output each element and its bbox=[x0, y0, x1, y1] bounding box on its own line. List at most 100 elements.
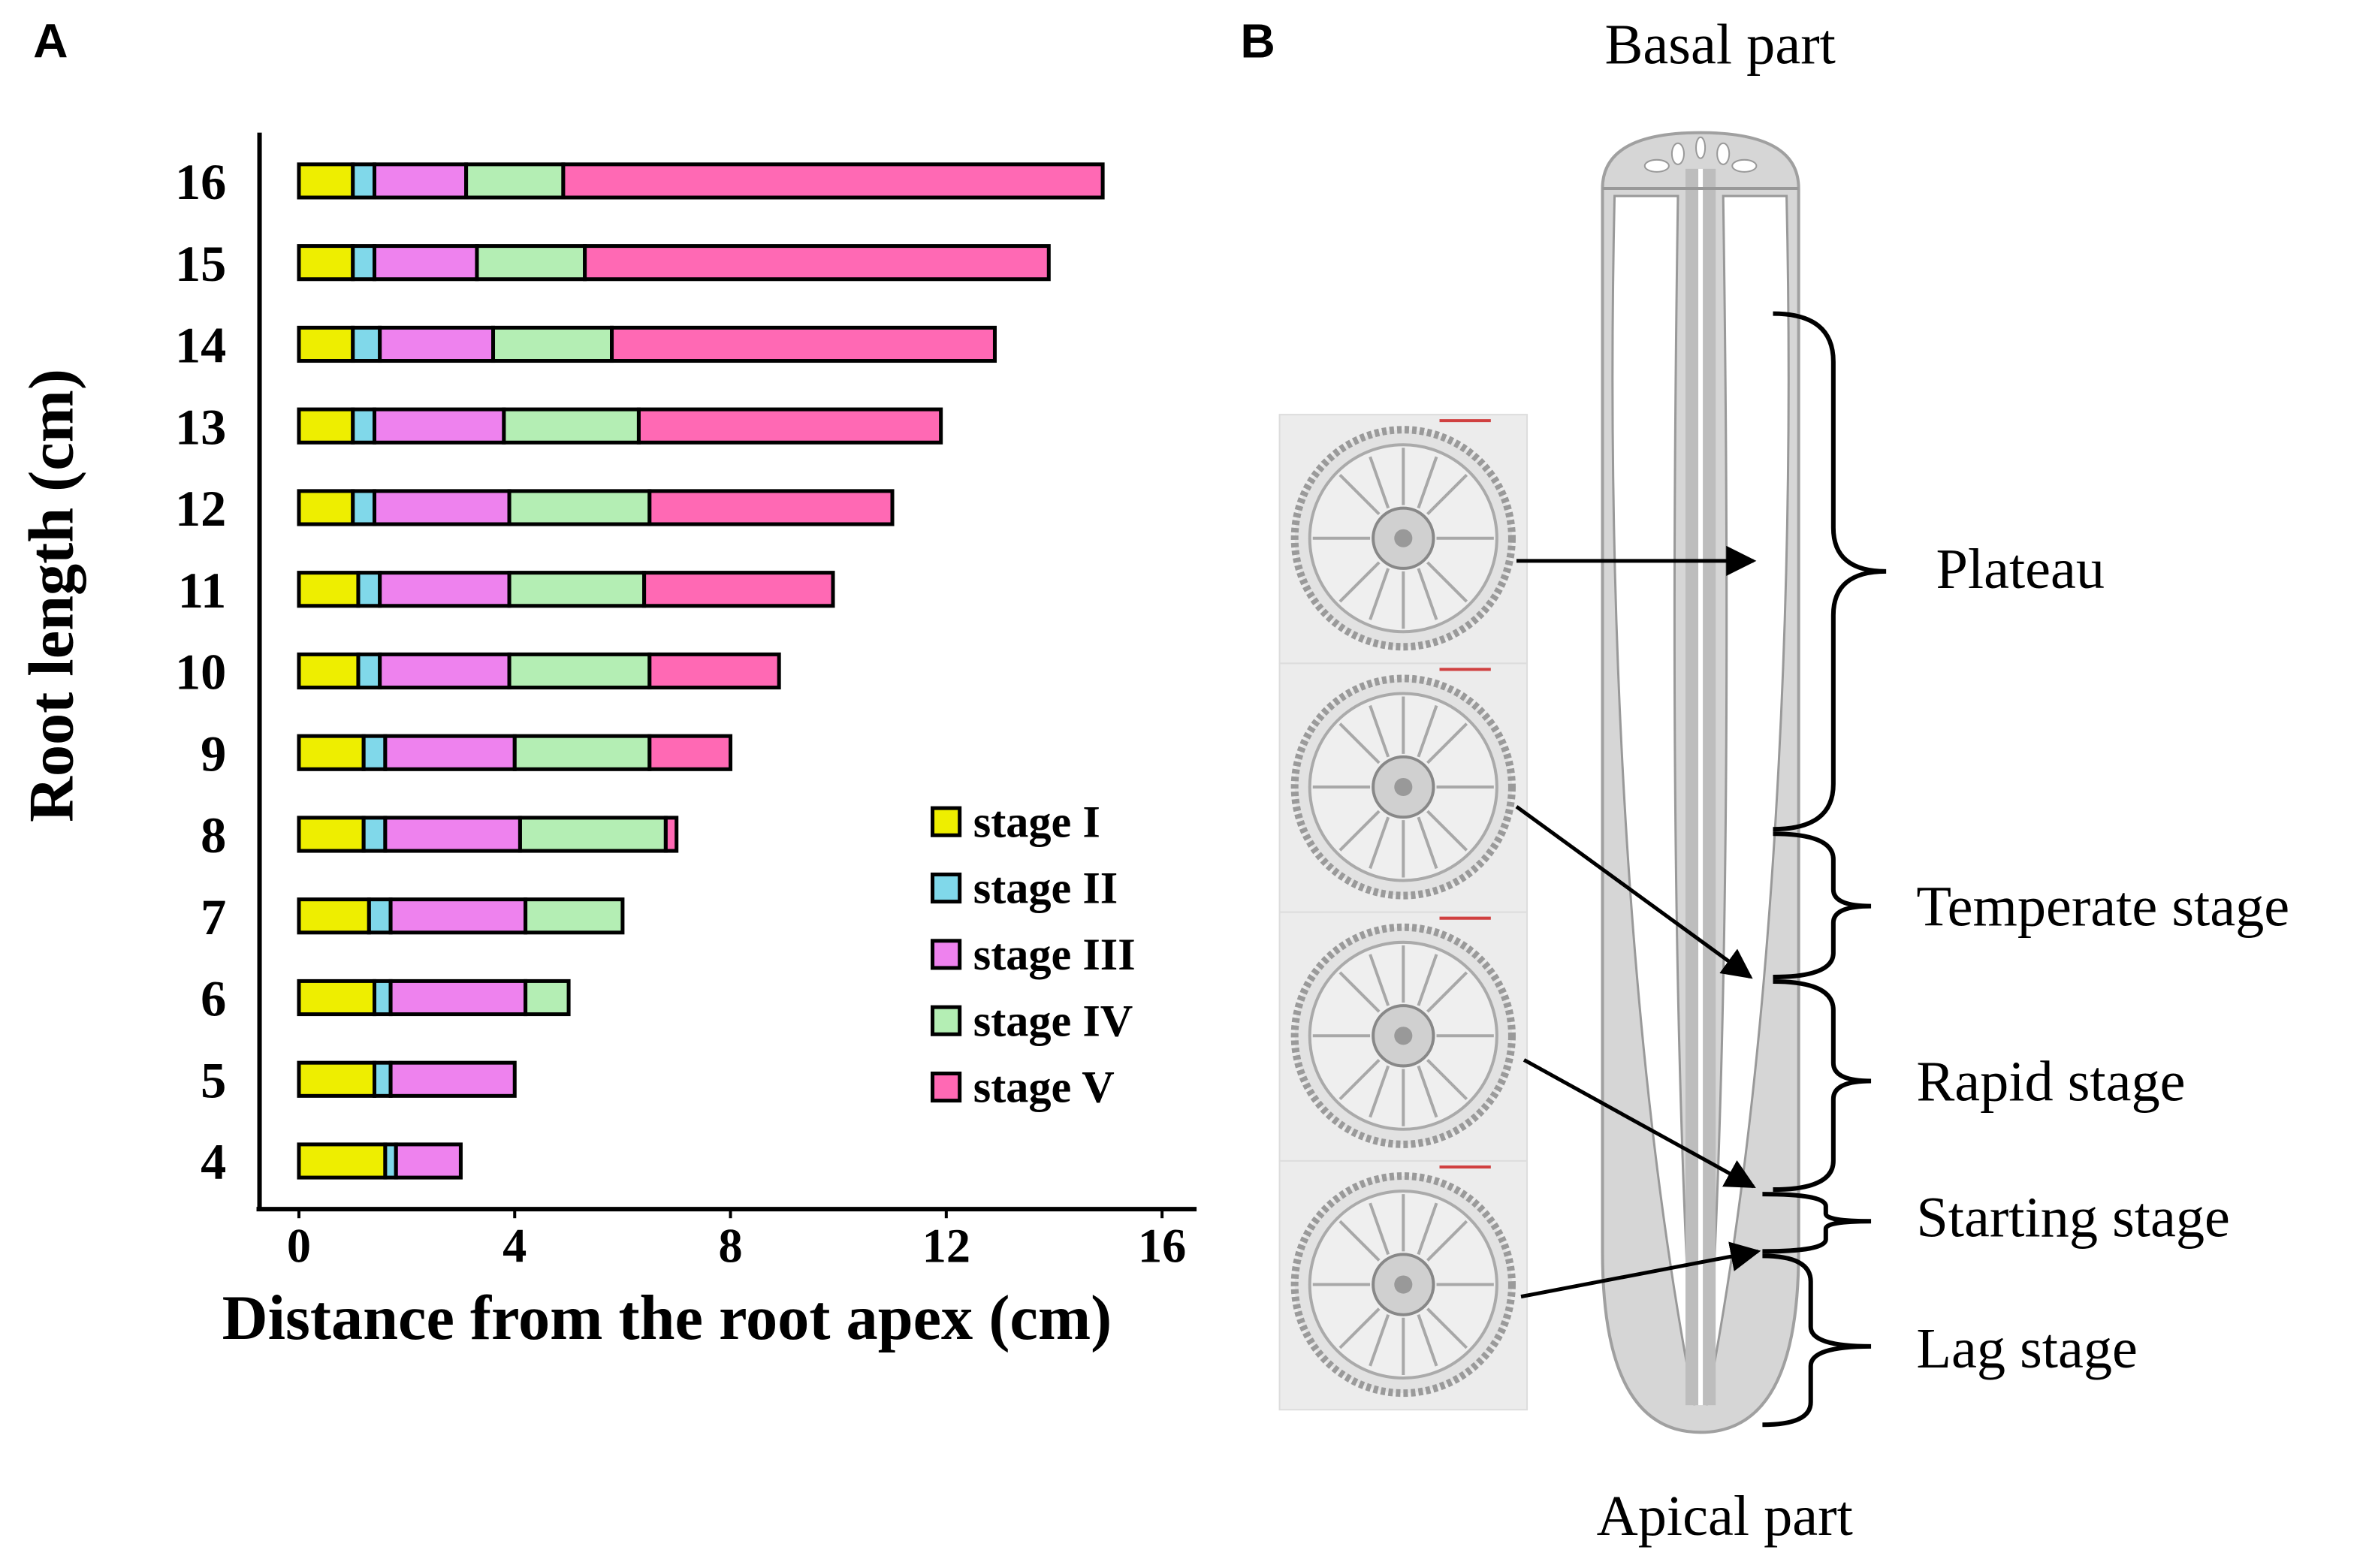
bar-segment bbox=[351, 407, 377, 445]
bar-segment bbox=[373, 407, 506, 445]
bar-segment bbox=[610, 325, 997, 363]
bottom-label: Apical part bbox=[1597, 1484, 1853, 1548]
bar-segment bbox=[297, 325, 355, 363]
legend-swatch bbox=[931, 1005, 962, 1036]
stage-label: Starting stage bbox=[1916, 1185, 2230, 1249]
bar-segment bbox=[524, 897, 625, 935]
bar-segment bbox=[356, 652, 382, 690]
bar-segment bbox=[502, 407, 641, 445]
legend-label: stage III bbox=[973, 930, 1136, 980]
legend-label: stage II bbox=[973, 864, 1118, 914]
y-tick-label: 11 bbox=[178, 562, 227, 619]
bar-segment bbox=[383, 816, 522, 853]
bar-segment bbox=[561, 162, 1105, 200]
bar-segment bbox=[394, 1142, 463, 1180]
x-tick-label: 8 bbox=[718, 1219, 742, 1272]
bar-segment bbox=[351, 162, 377, 200]
root-diagram: Basal part Apical part Plateau Temperate … bbox=[1280, 12, 2289, 1548]
cap-cells bbox=[1643, 136, 1758, 173]
legend-swatch bbox=[931, 1071, 962, 1103]
y-tick-label: 14 bbox=[175, 317, 226, 374]
bar-segment bbox=[297, 897, 371, 935]
y-tick-label: 6 bbox=[201, 970, 226, 1027]
bar-segment bbox=[507, 571, 647, 608]
bar-segment bbox=[297, 978, 377, 1017]
bar-segment bbox=[388, 1060, 517, 1098]
bar-segment bbox=[297, 571, 361, 608]
arrows bbox=[1515, 545, 1761, 1299]
bar-segment bbox=[297, 1142, 388, 1180]
y-tick-label: 13 bbox=[175, 398, 226, 455]
top-label: Basal part bbox=[1605, 12, 1836, 76]
y-tick-label: 7 bbox=[201, 888, 226, 945]
bar-segment bbox=[297, 652, 361, 690]
y-tick-label: 12 bbox=[175, 480, 226, 537]
bar-segment bbox=[642, 571, 835, 608]
legend-swatch bbox=[931, 872, 962, 904]
bar-segment bbox=[636, 407, 943, 445]
bar-segment bbox=[297, 407, 355, 445]
y-axis-title: Root length (cm) bbox=[17, 369, 86, 822]
bar-segment bbox=[373, 978, 393, 1017]
bar-segment bbox=[297, 244, 355, 282]
panel-label: B bbox=[1240, 14, 1275, 68]
bar-segment bbox=[378, 325, 496, 363]
bar-segment bbox=[518, 816, 668, 853]
bar-segment bbox=[583, 244, 1051, 282]
x-tick-label: 0 bbox=[287, 1219, 311, 1272]
bar-segment bbox=[373, 162, 469, 200]
bar-segment bbox=[351, 325, 382, 363]
bar-segment bbox=[297, 489, 355, 526]
bar-segment bbox=[507, 652, 652, 690]
y-tick-label: 8 bbox=[201, 807, 226, 864]
legend-label: stage IV bbox=[973, 996, 1133, 1046]
stage-label: Rapid stage bbox=[1916, 1050, 2185, 1114]
braces bbox=[1762, 311, 1887, 1428]
bar-segment bbox=[297, 162, 355, 200]
bar-segment bbox=[647, 734, 733, 771]
legend-label: stage I bbox=[973, 797, 1100, 847]
bar-segment bbox=[356, 571, 382, 608]
stage-label: Plateau bbox=[1936, 537, 2105, 601]
bar-segment bbox=[297, 1060, 377, 1098]
bar-segment bbox=[297, 816, 366, 853]
bar-segment bbox=[663, 816, 679, 853]
legend-swatch bbox=[931, 939, 962, 970]
bar-segment bbox=[373, 1060, 393, 1098]
bar-segment bbox=[507, 489, 652, 526]
bar-segment bbox=[388, 978, 528, 1017]
y-tick-label: 16 bbox=[175, 153, 226, 210]
bar-segment bbox=[524, 978, 571, 1017]
bar-segment bbox=[361, 816, 388, 853]
y-tick-label: 10 bbox=[175, 644, 226, 701]
bar-segment bbox=[475, 244, 587, 282]
y-tick-label: 4 bbox=[201, 1133, 226, 1190]
y-tick-label: 15 bbox=[175, 235, 226, 292]
bar-segment bbox=[367, 897, 393, 935]
bar-segment bbox=[351, 244, 377, 282]
bar-segment bbox=[373, 489, 512, 526]
bar-segment bbox=[647, 652, 781, 690]
stage-label: Temperate stage bbox=[1916, 875, 2289, 939]
x-tick-label: 12 bbox=[922, 1219, 970, 1272]
bar-segment bbox=[297, 734, 366, 771]
legend-swatch bbox=[931, 806, 962, 837]
y-tick-label: 9 bbox=[201, 725, 226, 782]
bar-segment bbox=[647, 489, 895, 526]
y-tick-label: 5 bbox=[201, 1051, 226, 1108]
bar-segment bbox=[351, 489, 377, 526]
bar-segment bbox=[388, 897, 528, 935]
legend-label: stage V bbox=[973, 1063, 1115, 1113]
bar-segment bbox=[512, 734, 652, 771]
bar-segment bbox=[361, 734, 388, 771]
x-tick-label: 16 bbox=[1138, 1219, 1186, 1272]
bar-segment bbox=[378, 571, 512, 608]
bar-segment bbox=[378, 652, 512, 690]
bar-chart: Root length (cm) Distance from the root … bbox=[17, 132, 1197, 1353]
bar-segment bbox=[491, 325, 614, 363]
bar-segment bbox=[383, 734, 517, 771]
stage-label: Lag stage bbox=[1916, 1316, 2138, 1380]
panel-label: A bbox=[33, 14, 68, 68]
